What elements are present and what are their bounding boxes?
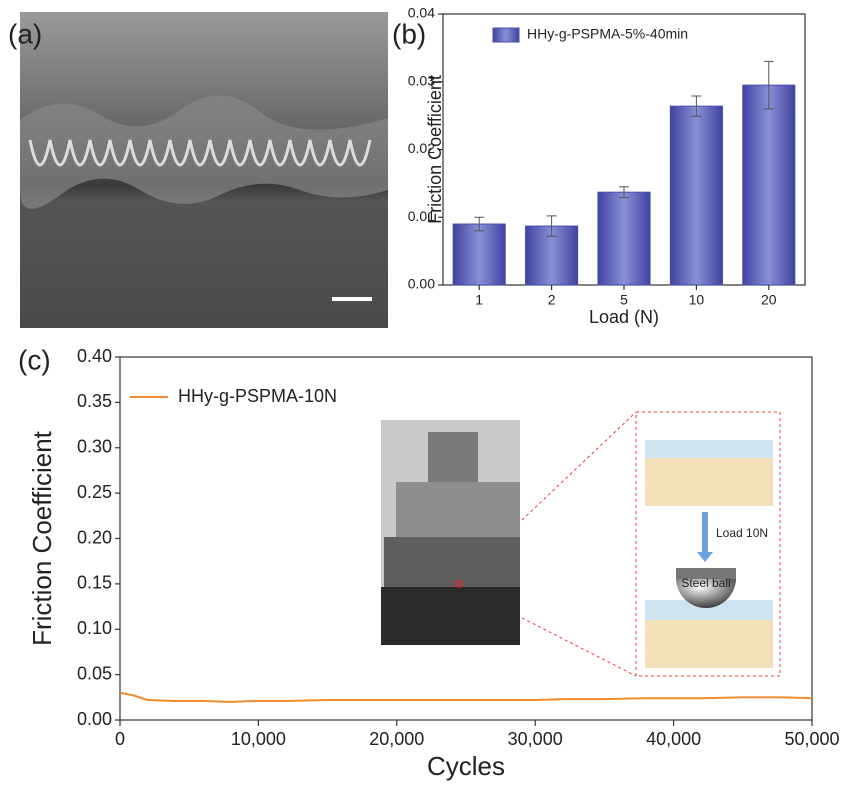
panel-label: (c) [18,344,51,375]
y-tick-label: 0.02 [408,140,435,156]
y-tick-label: 0.05 [77,663,112,683]
y-tick-label: 0.40 [77,346,112,366]
bar [597,191,651,286]
x-axis-label: Cycles [427,751,505,781]
y-tick-label: 0.20 [77,527,112,547]
error-bar [619,186,629,199]
inset-label: Load 10N [716,526,768,540]
y-axis-label: Friction Coefficient [425,75,445,224]
error-bar [474,216,485,232]
y-tick-label: 0.15 [77,573,112,593]
x-tick-label: 10,000 [231,729,286,749]
x-tick-label: 10 [689,292,705,308]
error-bar [546,215,557,237]
y-tick-label: 0.30 [77,437,112,457]
x-tick-label: 20 [761,292,777,308]
x-axis-label: Load (N) [589,307,659,327]
error-bar [763,60,774,110]
y-tick-label: 0.35 [77,391,112,411]
inset-connectors [521,411,781,677]
y-tick-label: 0.04 [408,5,435,21]
x-tick-label: 30,000 [508,729,563,749]
legend-label: HHy-g-PSPMA-5%-40min [527,26,688,42]
y-tick-label: 0.03 [408,72,435,88]
bar [669,105,723,286]
line [119,691,813,703]
bar [742,84,796,286]
x-tick-label: 5 [620,292,628,308]
y-tick-label: 0.00 [77,709,112,729]
y-tick-label: 0.00 [408,276,435,292]
sem-image [20,12,388,328]
panel-label: (b) [392,18,426,49]
x-tick-label: 40,000 [646,729,701,749]
y-tick-label: 0.25 [77,482,112,502]
error-bar [691,95,702,117]
x-tick-label: 2 [548,292,556,308]
inset-diagram [645,440,773,668]
bar [452,223,506,286]
y-tick-label: 0.10 [77,618,112,638]
y-axis-label: Friction Coefficient [27,430,57,646]
legend-swatch [492,27,520,43]
x-tick-label: 50,000 [784,729,839,749]
inset-label: Steel ball [681,576,730,590]
x-tick-label: 20,000 [369,729,424,749]
x-tick-label: 0 [115,729,125,749]
y-tick-label: 0.01 [408,208,435,224]
legend-label: HHy-g-PSPMA-10N [178,386,337,406]
panel-label: (a) [8,18,42,49]
x-tick-label: 1 [475,292,483,308]
tribometer-photo [381,420,520,645]
